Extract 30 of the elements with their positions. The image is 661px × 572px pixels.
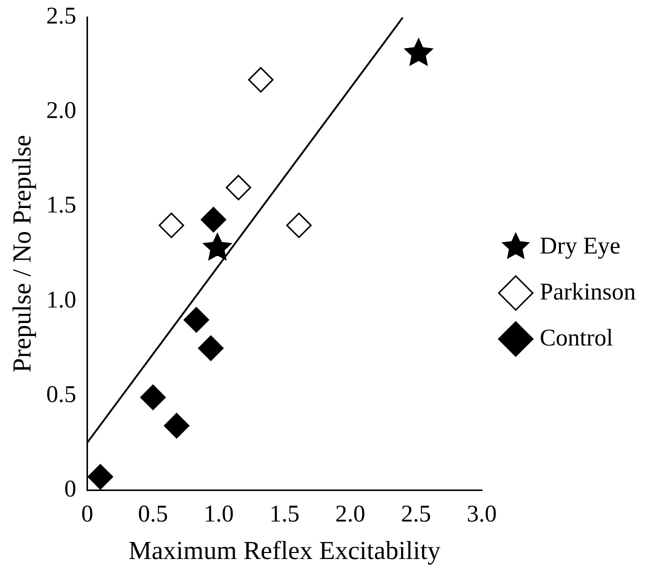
legend-label: Control	[540, 325, 614, 352]
point	[286, 212, 312, 238]
x-tick-label: 0	[81, 502, 94, 528]
point	[140, 384, 166, 410]
x-tick-label: 3.0	[466, 502, 497, 528]
point	[184, 307, 210, 333]
y-tick-label: 1.0	[46, 287, 76, 314]
x-tick-label: 2.5	[400, 502, 431, 528]
point	[226, 174, 252, 200]
y-tick-label: 0.5	[46, 382, 76, 408]
legend-label: Dry Eye	[540, 233, 620, 260]
x-tick-label: 1.5	[269, 502, 300, 528]
y-tick-label: 0	[64, 476, 76, 502]
x-tick-label: 2.0	[335, 502, 366, 528]
point	[164, 412, 190, 438]
y-axis-title: Prepulse / No Prepulse	[7, 134, 36, 372]
x-tick-label: 0.5	[138, 502, 168, 528]
point	[198, 335, 224, 361]
x-axis-title: Maximum Reflex Excitability	[128, 536, 440, 566]
point	[200, 206, 226, 232]
point	[88, 464, 114, 490]
point	[248, 67, 274, 93]
point	[203, 233, 232, 260]
y-tick-label: 2.5	[46, 4, 76, 30]
point	[158, 212, 184, 238]
x-tick-label: 1.0	[204, 502, 234, 528]
y-tick-label: 1.5	[46, 192, 76, 219]
legend-label: Parkinson	[540, 279, 636, 306]
y-tick-label: 2.0	[46, 98, 76, 124]
point	[404, 38, 433, 66]
